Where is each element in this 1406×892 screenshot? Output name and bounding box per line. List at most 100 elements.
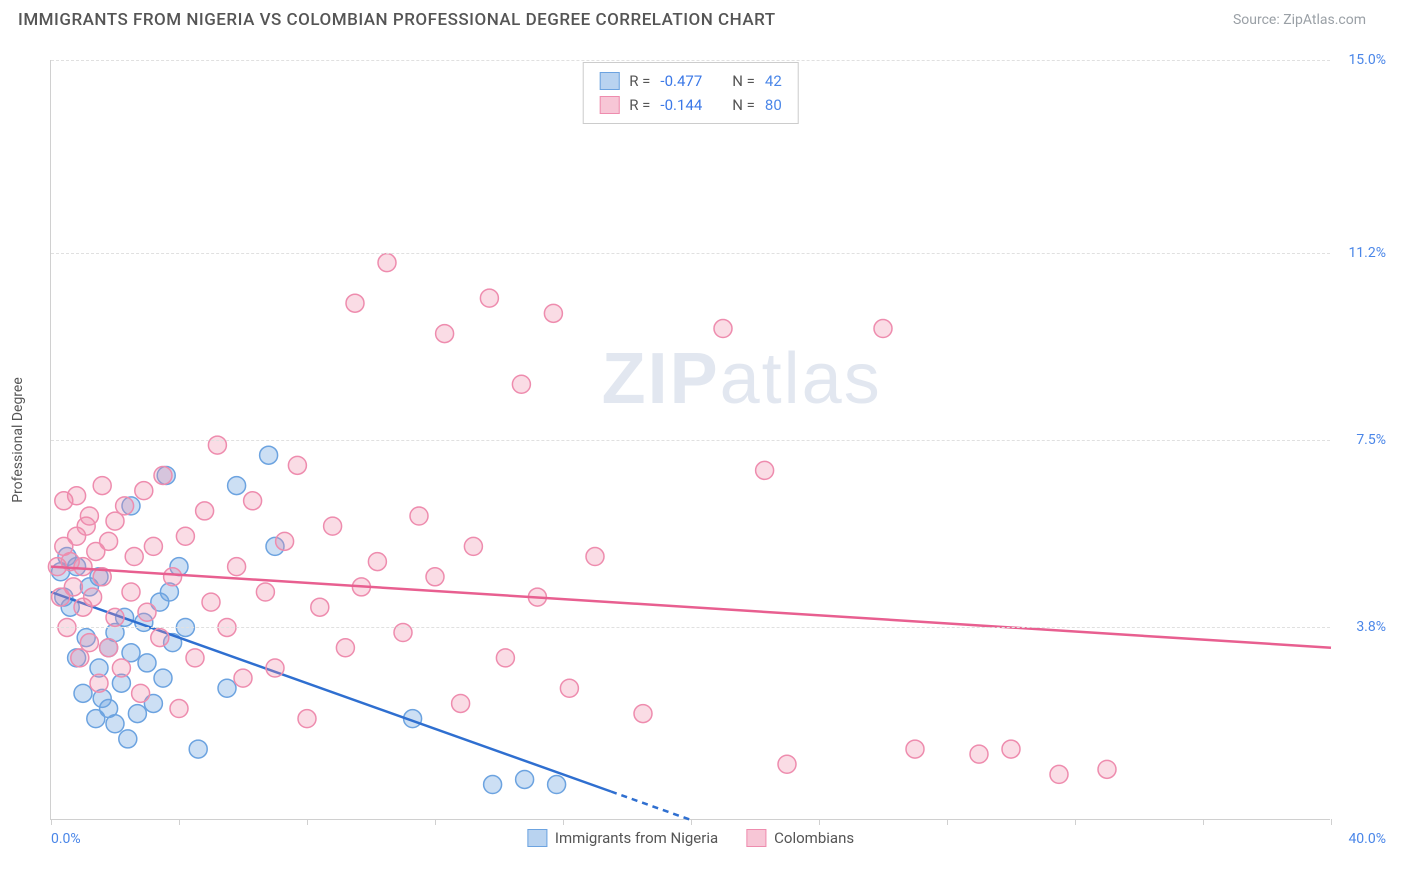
scatter-point-nigeria bbox=[154, 669, 172, 687]
scatter-point-nigeria bbox=[106, 715, 124, 733]
scatter-point-colombians bbox=[266, 659, 284, 677]
scatter-point-colombians bbox=[186, 649, 204, 667]
scatter-point-colombians bbox=[132, 684, 150, 702]
scatter-point-colombians bbox=[122, 583, 140, 601]
scatter-point-colombians bbox=[100, 532, 118, 550]
scatter-point-colombians bbox=[176, 527, 194, 545]
stats-row-colombians: R = -0.144 N = 80 bbox=[599, 93, 782, 117]
x-tick bbox=[307, 819, 308, 825]
chart-container: Professional Degree ZIPatlas R = -0.477 … bbox=[50, 60, 1330, 820]
x-tick bbox=[819, 819, 820, 825]
scatter-point-colombians bbox=[512, 375, 530, 393]
scatter-point-colombians bbox=[634, 705, 652, 723]
scatter-point-colombians bbox=[368, 553, 386, 571]
r-value-colombians: -0.144 bbox=[660, 93, 702, 117]
scatter-point-colombians bbox=[106, 608, 124, 626]
scatter-point-nigeria bbox=[260, 446, 278, 464]
scatter-point-colombians bbox=[560, 679, 578, 697]
scatter-point-colombians bbox=[234, 669, 252, 687]
scatter-point-colombians bbox=[151, 629, 169, 647]
scatter-point-colombians bbox=[80, 507, 98, 525]
scatter-point-colombians bbox=[125, 548, 143, 566]
y-tick-label: 15.0% bbox=[1348, 52, 1386, 68]
scatter-point-colombians bbox=[394, 624, 412, 642]
scatter-point-colombians bbox=[112, 659, 130, 677]
gridline bbox=[51, 253, 1330, 254]
scatter-point-nigeria bbox=[138, 654, 156, 672]
y-tick-label: 7.5% bbox=[1356, 432, 1386, 448]
scatter-point-colombians bbox=[84, 588, 102, 606]
n-label: N = bbox=[732, 69, 755, 93]
scatter-point-colombians bbox=[1050, 765, 1068, 783]
scatter-point-colombians bbox=[1098, 760, 1116, 778]
scatter-point-colombians bbox=[480, 289, 498, 307]
scatter-point-colombians bbox=[93, 477, 111, 495]
x-tick bbox=[51, 819, 52, 825]
x-tick bbox=[1203, 819, 1204, 825]
scatter-point-colombians bbox=[100, 639, 118, 657]
trendline-dashed-nigeria bbox=[611, 792, 691, 821]
swatch-colombians bbox=[599, 96, 619, 114]
scatter-point-colombians bbox=[426, 568, 444, 586]
scatter-point-colombians bbox=[90, 674, 108, 692]
n-value-nigeria: 42 bbox=[765, 69, 782, 93]
n-label: N = bbox=[732, 93, 755, 117]
scatter-point-colombians bbox=[135, 482, 153, 500]
chart-title: IMMIGRANTS FROM NIGERIA VS COLOMBIAN PRO… bbox=[18, 10, 776, 30]
scatter-point-colombians bbox=[138, 603, 156, 621]
scatter-point-colombians bbox=[778, 755, 796, 773]
scatter-point-colombians bbox=[288, 456, 306, 474]
scatter-point-colombians bbox=[64, 578, 82, 596]
legend-label-nigeria: Immigrants from Nigeria bbox=[555, 829, 718, 847]
scatter-point-nigeria bbox=[218, 679, 236, 697]
correlation-stats-box: R = -0.477 N = 42 R = -0.144 N = 80 bbox=[582, 62, 799, 124]
stats-row-nigeria: R = -0.477 N = 42 bbox=[599, 69, 782, 93]
source-prefix: Source: bbox=[1233, 12, 1283, 28]
source-attribution: Source: ZipAtlas.com bbox=[1233, 12, 1366, 28]
gridline bbox=[51, 627, 1330, 628]
scatter-point-colombians bbox=[496, 649, 514, 667]
trendline-colombians bbox=[51, 567, 1331, 648]
scatter-point-colombians bbox=[256, 583, 274, 601]
scatter-point-colombians bbox=[436, 325, 454, 343]
legend-item-colombians: Colombians bbox=[746, 829, 854, 847]
scatter-point-colombians bbox=[244, 492, 262, 510]
x-tick bbox=[1331, 819, 1332, 825]
scatter-point-colombians bbox=[116, 497, 134, 515]
y-tick-label: 11.2% bbox=[1348, 245, 1386, 261]
swatch-colombians bbox=[746, 829, 766, 847]
scatter-point-colombians bbox=[756, 461, 774, 479]
x-tick bbox=[563, 819, 564, 825]
x-tick bbox=[1075, 819, 1076, 825]
scatter-point-nigeria bbox=[189, 740, 207, 758]
scatter-point-colombians bbox=[228, 558, 246, 576]
x-axis-min-label: 0.0% bbox=[51, 831, 81, 847]
scatter-point-colombians bbox=[196, 502, 214, 520]
scatter-point-colombians bbox=[906, 740, 924, 758]
scatter-point-nigeria bbox=[119, 730, 137, 748]
gridline bbox=[51, 440, 1330, 441]
scatter-point-nigeria bbox=[548, 776, 566, 794]
r-value-nigeria: -0.477 bbox=[660, 69, 702, 93]
scatter-point-colombians bbox=[410, 507, 428, 525]
scatter-point-colombians bbox=[68, 487, 86, 505]
scatter-point-nigeria bbox=[484, 776, 502, 794]
scatter-point-colombians bbox=[276, 532, 294, 550]
scatter-point-colombians bbox=[586, 548, 604, 566]
scatter-point-colombians bbox=[324, 517, 342, 535]
n-value-colombians: 80 bbox=[765, 93, 782, 117]
x-tick bbox=[435, 819, 436, 825]
scatter-point-colombians bbox=[164, 568, 182, 586]
legend-label-colombians: Colombians bbox=[774, 829, 854, 847]
scatter-point-colombians bbox=[714, 320, 732, 338]
scatter-point-colombians bbox=[298, 710, 316, 728]
scatter-point-colombians bbox=[874, 320, 892, 338]
scatter-point-colombians bbox=[464, 537, 482, 555]
legend-item-nigeria: Immigrants from Nigeria bbox=[527, 829, 718, 847]
scatter-point-colombians bbox=[144, 537, 162, 555]
scatter-point-nigeria bbox=[74, 684, 92, 702]
scatter-point-colombians bbox=[74, 558, 92, 576]
gridline bbox=[51, 60, 1330, 61]
scatter-point-nigeria bbox=[128, 705, 146, 723]
y-tick-label: 3.8% bbox=[1356, 619, 1386, 635]
